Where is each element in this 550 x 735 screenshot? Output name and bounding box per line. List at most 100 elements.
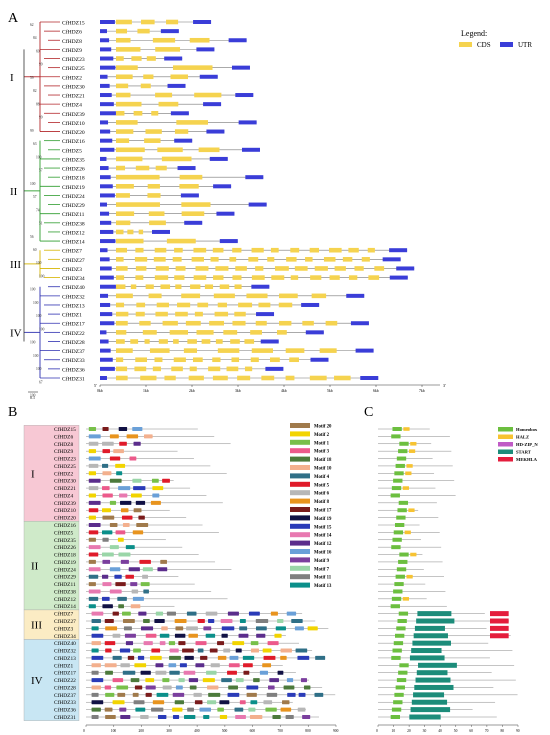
motif-block xyxy=(302,715,311,719)
motif-block xyxy=(132,427,143,431)
motif-block xyxy=(145,633,157,638)
cds-block xyxy=(276,330,287,335)
panel-label-b: B xyxy=(8,405,17,420)
legend-label: Motif 15 xyxy=(314,525,332,530)
cds-block xyxy=(116,293,133,299)
cds-block xyxy=(244,339,255,344)
cds-block xyxy=(116,375,128,381)
motif-block xyxy=(137,655,145,660)
cds-block xyxy=(155,266,169,271)
legend-swatch xyxy=(290,490,310,496)
utr-block xyxy=(382,257,401,262)
motif-block xyxy=(102,471,112,476)
axis-tick-label: 10 xyxy=(392,729,396,733)
motif-block xyxy=(127,655,135,660)
utr-block xyxy=(170,111,189,116)
gene-label: CfHDZ13 xyxy=(54,655,76,662)
motif-block xyxy=(277,670,284,675)
gene-label: CfHDZ32 xyxy=(54,648,76,655)
motif-block xyxy=(267,641,279,646)
motif-block xyxy=(182,648,194,653)
axis-tick-label: 100 xyxy=(111,729,117,733)
motif-block xyxy=(202,678,215,683)
cds-block xyxy=(204,284,214,290)
motif-block xyxy=(88,574,99,579)
cds-block xyxy=(212,247,224,253)
utr-block xyxy=(209,156,228,161)
gene-label: CfHDZ12 xyxy=(62,229,85,236)
gene-label: CfHDZ16 xyxy=(54,522,76,529)
motif-block xyxy=(132,596,144,601)
cds-block xyxy=(116,284,126,290)
homeobox-domain xyxy=(395,685,405,690)
motif-block xyxy=(105,648,112,653)
motif-block xyxy=(184,655,194,660)
motif-block xyxy=(265,707,277,712)
start-domain xyxy=(418,662,457,668)
cds-block xyxy=(181,293,201,299)
bootstrap-value: 62 xyxy=(30,23,34,27)
gene-label: CfHDZ36 xyxy=(54,707,76,714)
motif-block xyxy=(228,663,240,668)
gene-label: CfHDZ25 xyxy=(62,65,85,72)
utr-block xyxy=(100,266,112,271)
motif-block xyxy=(152,700,165,705)
utr-block xyxy=(100,339,109,344)
homeobox-domain xyxy=(396,626,406,631)
cds-block xyxy=(232,320,246,326)
utr-block xyxy=(100,257,110,262)
cds-block xyxy=(155,92,173,98)
homeobox-domain xyxy=(392,427,402,431)
motif-block xyxy=(122,619,135,623)
bootstrap-value: 63 xyxy=(33,142,37,146)
clade-label: IV xyxy=(31,675,43,687)
axis-tick-label: 3kb xyxy=(235,389,241,393)
cds-block xyxy=(329,275,340,280)
cds-block xyxy=(137,28,150,34)
motif-block xyxy=(314,692,324,697)
motif-block xyxy=(125,545,135,550)
motif-block xyxy=(88,567,101,572)
motif-block xyxy=(102,449,111,454)
bootstrap-value: 57 xyxy=(39,169,43,173)
utr-block xyxy=(213,184,232,189)
gene-label: CfHDZ31 xyxy=(54,714,76,721)
cds-block xyxy=(116,220,131,226)
cds-block xyxy=(311,293,327,299)
legend-label: Motif 6 xyxy=(314,492,330,497)
homeobox-domain xyxy=(396,567,407,572)
motif-block xyxy=(101,552,114,557)
cds-block xyxy=(116,348,133,353)
cds-block xyxy=(181,211,205,216)
motif-block xyxy=(268,685,275,690)
motif-block xyxy=(197,619,205,623)
legend-label: Motif 14 xyxy=(314,534,332,539)
cds-block xyxy=(174,129,189,134)
homeobox-domain xyxy=(394,692,404,697)
utr-block xyxy=(235,93,254,98)
gene-label: CfHDZ28 xyxy=(54,684,76,691)
motif-block xyxy=(297,655,310,660)
clade-label: I xyxy=(31,468,35,480)
axis-tick-label: 20 xyxy=(407,729,411,733)
homeobox-domain xyxy=(395,633,405,638)
cds-block xyxy=(229,257,237,262)
cds-block xyxy=(348,275,358,280)
motif-block xyxy=(238,633,249,638)
gene-label: CfHDZ11 xyxy=(62,211,85,218)
gene-label: CfHDZ20 xyxy=(62,129,85,136)
motif-block xyxy=(229,655,239,660)
cds-block xyxy=(174,275,185,280)
motif-block xyxy=(88,604,96,609)
utr-block xyxy=(100,120,109,125)
motif-block xyxy=(91,663,101,668)
motif-block xyxy=(114,574,122,579)
cds-block xyxy=(136,302,146,308)
legend-swatch xyxy=(498,434,513,439)
legend-label: Motif 4 xyxy=(314,475,330,480)
motif-block xyxy=(239,700,246,705)
utr-block xyxy=(389,248,408,253)
gene-label: CfHDZ34 xyxy=(54,633,76,640)
cds-block xyxy=(290,247,300,253)
legend-label: Motif 16 xyxy=(314,551,332,556)
